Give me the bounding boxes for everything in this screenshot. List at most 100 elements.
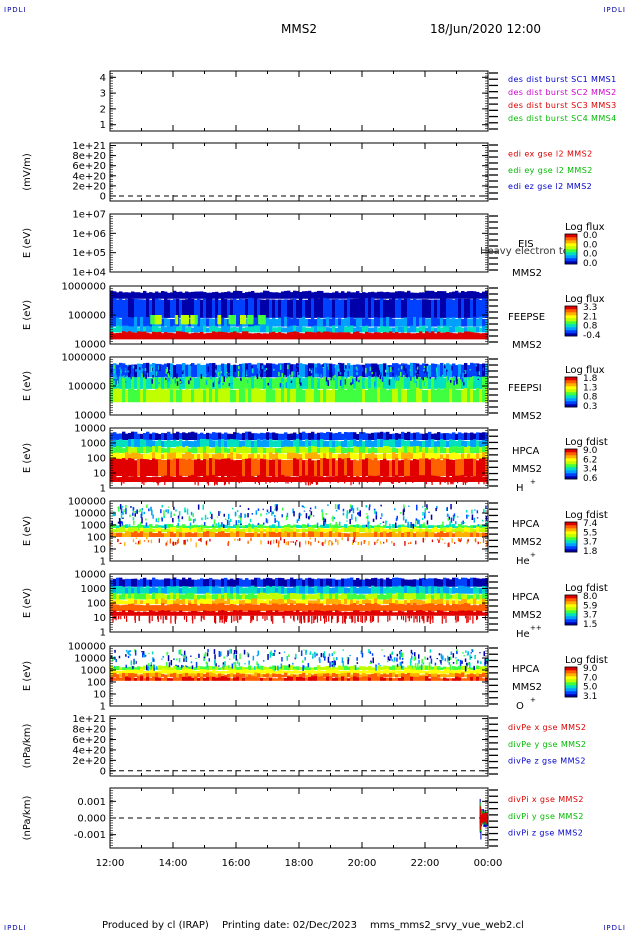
ytick-label: 1 [100, 702, 106, 713]
colorbar-segment [565, 252, 577, 256]
colorbar-segment [565, 261, 577, 265]
colorbar-segment [565, 237, 577, 241]
ylabel: E (eV) [22, 588, 33, 618]
ytick-label: 1e+07 [72, 210, 106, 221]
ytick-label: 10000 [74, 424, 106, 435]
xtick-label: 20:00 [348, 858, 377, 869]
legend-entry: divPe x gse MMS2 [508, 723, 586, 732]
ytick-label: 10000 [74, 654, 106, 665]
spacecraft-label: MMS2 [512, 268, 542, 279]
colorbar-segment [565, 258, 577, 262]
spacecraft-label: MMS2 [512, 340, 542, 351]
colorbar-title: Log fdist [565, 437, 608, 448]
species-charge: ++ [530, 624, 542, 632]
species-charge: + [530, 696, 536, 704]
corner-label-top-left: IPDLI [4, 6, 27, 14]
legend-entry: divPe z gse MMS2 [508, 757, 586, 766]
colorbar-segment [565, 449, 577, 453]
ytick-label: 100 [87, 678, 106, 689]
colorbar-segment [565, 613, 577, 617]
colorbar-tick-label: 9.0 [583, 664, 598, 674]
panel-dist: 1 2 3 4 des dist burst SC1 MMS1 des dist burs… [100, 70, 616, 132]
colorbar-segment [565, 540, 577, 544]
species-label: He [516, 629, 530, 640]
xtick-label: 16:00 [222, 858, 251, 869]
colorbar-tick-label: 3.4 [583, 465, 598, 475]
ytick-label: 1 [100, 557, 106, 568]
xtick-label: 14:00 [159, 858, 188, 869]
ytick-label: 1 [100, 120, 106, 131]
colorbar-segment [565, 324, 577, 328]
instrument-label: EIS [518, 239, 534, 250]
ytick-label: 1 [100, 484, 106, 495]
colorbar-tick-label: 8.0 [583, 592, 598, 602]
colorbar-title: Log flux [565, 365, 605, 376]
ytick-label: 1000 [81, 666, 106, 677]
colorbar-segment [565, 610, 577, 614]
species-label: H [516, 483, 524, 494]
colorbar-segment [565, 306, 577, 310]
colorbar-title: Log flux [565, 222, 605, 233]
colorbar-segment [565, 458, 577, 462]
ylabel: E (eV) [22, 443, 33, 473]
ytick-label: 1e+21 [72, 714, 106, 725]
colorbar-tick-label: 1.8 [583, 547, 598, 557]
colorbar-tick-label: 0.8 [583, 322, 598, 332]
colorbar-segment [565, 464, 577, 468]
instrument-label: HPCA [512, 446, 540, 457]
ytick-label: 100 [87, 599, 106, 610]
colorbar-segment [565, 616, 577, 620]
instrument-label: FEEPSI [508, 383, 542, 394]
colorbar-segment [565, 694, 577, 698]
colorbar-segment [565, 619, 577, 623]
colorbar-segment [565, 392, 577, 396]
species-charge: + [530, 551, 536, 559]
page-title: MMS2 [281, 22, 317, 36]
ytick-label: 100000 [68, 497, 106, 508]
spacecraft-label: MMS2 [512, 682, 542, 693]
colorbar-tick-label: 0.6 [583, 474, 598, 484]
colorbar-segment [565, 395, 577, 399]
colorbar-title: Log fdist [565, 510, 608, 521]
ytick-label: 1000000 [61, 282, 106, 293]
colorbar-tick-label: 5.9 [583, 601, 598, 611]
colorbar-segment [565, 688, 577, 692]
legend-entry: edi ez gse l2 MMS2 [508, 182, 592, 191]
colorbar-tick-label: 0.0 [583, 259, 598, 269]
x-axis: 12:00 14:00 16:00 18:00 20:00 22:00 00:00 [96, 858, 503, 869]
ytick-label: 1e+21 [72, 141, 106, 152]
colorbar-frame [564, 376, 578, 408]
colorbar-segment [565, 601, 577, 605]
colorbar-segment [565, 549, 577, 553]
ytick-label: 2e+20 [72, 756, 106, 767]
colorbar-segment [565, 604, 577, 608]
colorbar-segment [565, 522, 577, 526]
ylabel: (mV/m) [22, 153, 33, 191]
colorbar-segment [565, 398, 577, 402]
ytick-label: 10000 [74, 570, 106, 581]
colorbar-tick-label: 3.7 [583, 538, 597, 548]
corner-label-top-right: IPDLI [603, 6, 626, 14]
ytick-label: 6e+20 [72, 161, 106, 172]
ylabel: (nPa/km) [22, 724, 33, 769]
colorbar-segment [565, 377, 577, 381]
colorbar-frame [564, 305, 578, 337]
colorbar-segment [565, 243, 577, 247]
legend-entry: edi ey gse l2 MMS2 [508, 166, 593, 175]
ytick-label: 1000000 [61, 353, 106, 364]
ytick-label: 4e+20 [72, 171, 106, 182]
colorbar-segment [565, 546, 577, 550]
ytick-label: 0 [100, 766, 106, 777]
colorbar-title: Log flux [565, 294, 605, 305]
colorbar-tick-label: 0.0 [583, 231, 598, 241]
instrument-label: HPCA [512, 592, 540, 603]
legend-entry: divPi z gse MMS2 [508, 829, 583, 838]
colorbar-segment [565, 318, 577, 322]
xtick-label: 00:00 [474, 858, 503, 869]
ytick-label: 1000 [81, 439, 106, 450]
colorbar-segment [565, 676, 577, 680]
xtick-label: 22:00 [411, 858, 440, 869]
ytick-label: 0 [100, 191, 106, 202]
